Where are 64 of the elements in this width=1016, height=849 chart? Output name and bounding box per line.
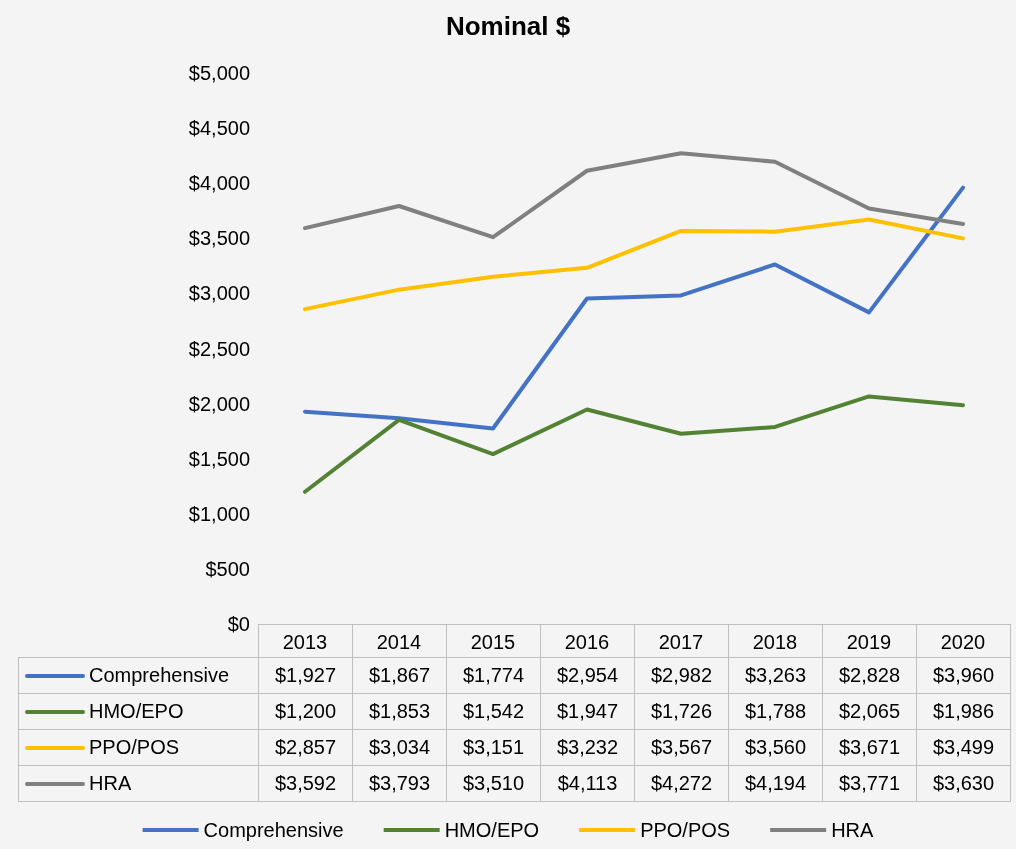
data-label: $1,853 [352,693,447,730]
legend-label: HMO/EPO [89,700,184,723]
y-tick-label: $4,000 [188,172,250,195]
x-tick-label: 2018 [752,631,798,653]
data-label: $3,592 [258,765,353,802]
data-label: $3,560 [728,729,823,766]
data-label: $2,954 [540,657,635,694]
legend-label: PPO/POS [89,736,180,759]
x-tick-label: 2016 [564,631,610,653]
data-label: $2,828 [822,657,917,694]
text: Comprehensive [203,819,344,841]
y-tick-label: $3,000 [188,282,250,305]
text: PPO/POS [640,819,731,841]
data-label: $1,200 [258,693,353,730]
data-label: $1,726 [634,693,729,730]
x-tick-label: 2017 [658,631,704,653]
y-tick-label: $4,500 [188,117,250,140]
x-tick-label: 2013 [282,631,328,653]
data-label: $3,567 [634,729,729,766]
data-label: $4,272 [634,765,729,802]
legend-label: HRA [89,772,132,795]
data-label: $3,510 [446,765,541,802]
data-label: $4,194 [728,765,823,802]
data-label: $3,232 [540,729,635,766]
data-label: $4,113 [540,765,635,802]
data-label: $3,960 [916,657,1011,694]
line-series [303,217,965,312]
data-label: $3,499 [916,729,1011,766]
data-label: $3,771 [822,765,917,802]
x-tick-label: 2015 [470,631,516,653]
text: HMO/EPO [444,819,540,841]
y-tick-label: $2,000 [188,392,250,415]
legend-label: Comprehensive [89,664,230,687]
y-tick-label: $0 [227,613,250,635]
y-tick-label: $500 [205,557,250,580]
y-tick-label: $5,000 [188,62,250,84]
y-tick-label: $1,500 [188,447,250,470]
data-label: $3,671 [822,729,917,766]
data-label: $3,151 [446,729,541,766]
data-label: $1,947 [540,693,635,730]
data-label: $2,065 [822,693,917,730]
y-tick-label: $2,500 [188,337,250,360]
data-label: $2,982 [634,657,729,694]
data-label: $3,034 [352,729,447,766]
data-label: $3,630 [916,765,1011,802]
data-label: $1,986 [916,693,1011,730]
x-tick-label: 2019 [846,631,892,653]
x-tick-label: 2020 [940,631,986,653]
data-label: $2,857 [258,729,353,766]
data-label: $1,542 [446,693,541,730]
y-tick-label: $3,500 [188,227,250,250]
text: HRA [831,819,874,841]
data-label: $1,788 [728,693,823,730]
data-label: $1,867 [352,657,447,694]
data-label: $3,263 [728,657,823,694]
line-series [303,151,965,240]
line-series [303,185,965,431]
chart-title: Nominal $ [445,11,571,41]
x-tick-label: 2014 [376,631,422,653]
data-label: $3,793 [352,765,447,802]
data-label: $1,927 [258,657,353,694]
y-tick-label: $1,000 [188,502,250,525]
line-series [303,394,965,494]
data-label: $1,774 [446,657,541,694]
